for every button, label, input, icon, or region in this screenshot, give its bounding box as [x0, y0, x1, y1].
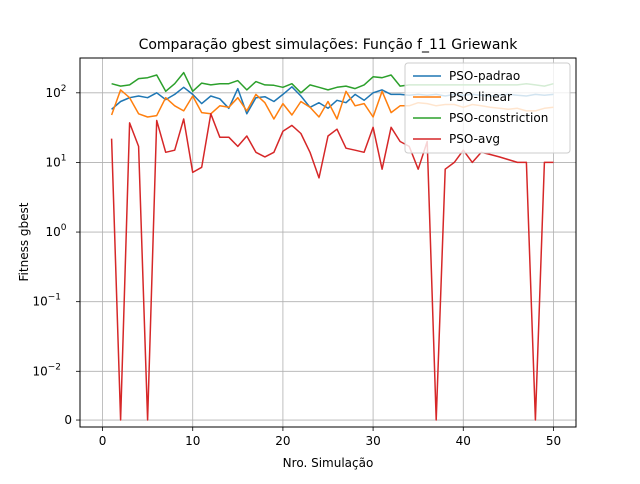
x-tick-label: 50 — [546, 434, 561, 448]
legend-label: PSO-linear — [449, 90, 512, 104]
legend-label: PSO-avg — [449, 132, 500, 146]
legend-label: PSO-constriction — [449, 111, 548, 125]
y-axis-label: Fitness gbest — [17, 202, 31, 281]
x-tick-label: 10 — [185, 434, 200, 448]
y-tick-label: 0 — [64, 413, 72, 427]
x-tick-label: 30 — [365, 434, 380, 448]
chart-title: Comparação gbest simulações: Função f_11… — [139, 37, 519, 53]
x-tick-label: 20 — [275, 434, 290, 448]
series-line-pso-avg — [110, 113, 554, 421]
legend-box — [404, 62, 571, 154]
legend-label: PSO-padrao — [449, 69, 520, 83]
axes-frame — [79, 57, 577, 428]
legend: PSO-padrao PSO-linear PSO-constriction PSO-… — [404, 62, 571, 154]
x-tick-label: 40 — [456, 434, 471, 448]
x-axis-label: Nro. Simulação — [283, 456, 374, 470]
x-tick-label: 0 — [99, 434, 107, 448]
